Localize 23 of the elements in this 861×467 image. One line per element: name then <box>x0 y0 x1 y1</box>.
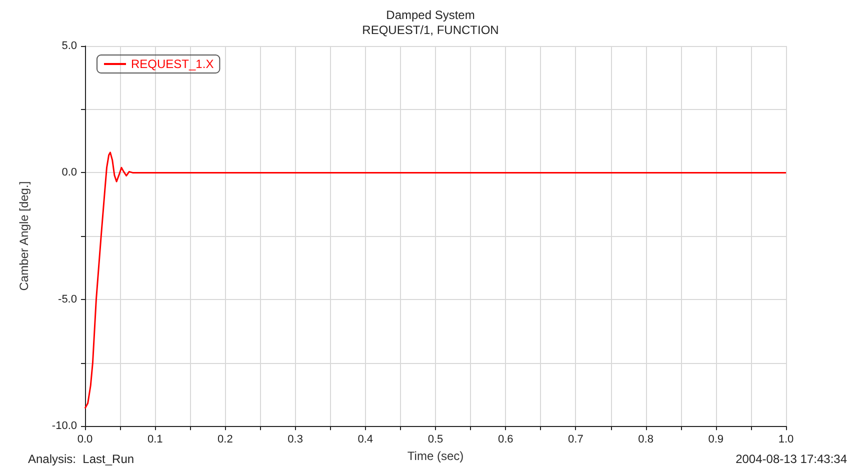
y-tick-label: 5.0 <box>62 40 77 52</box>
x-tick-label: 0.1 <box>147 434 163 446</box>
y-tick-label: -10.0 <box>52 420 77 432</box>
x-tick-label: 0.9 <box>708 434 724 446</box>
legend-label: REQUEST_1.X <box>131 57 214 71</box>
y-axis-title: Camber Angle [deg.] <box>17 181 31 291</box>
x-axis-title: Time (sec) <box>407 449 464 463</box>
x-tick-label: 0.8 <box>638 434 654 446</box>
x-tick-label: 0.5 <box>428 434 444 446</box>
y-tick-label: 0.0 <box>62 166 77 179</box>
chart-title: Damped System <box>386 8 475 22</box>
chart-subtitle: REQUEST/1, FUNCTION <box>362 23 499 37</box>
text: Analysis: Last_Run <box>28 452 134 466</box>
x-tick-label: 0.6 <box>498 434 514 446</box>
x-tick-label: 0.0 <box>77 434 93 446</box>
line-series <box>84 152 787 410</box>
x-tick-label: 0.2 <box>218 434 233 446</box>
x-tick-label: 0.7 <box>568 434 584 446</box>
x-tick-label: 0.4 <box>358 434 374 446</box>
x-tick-label: 0.3 <box>288 434 303 446</box>
x-tick-label: 1.0 <box>778 434 794 446</box>
y-tick-label: -5.0 <box>58 293 77 306</box>
text: 2004-08-13 17:43:34 <box>736 452 848 466</box>
